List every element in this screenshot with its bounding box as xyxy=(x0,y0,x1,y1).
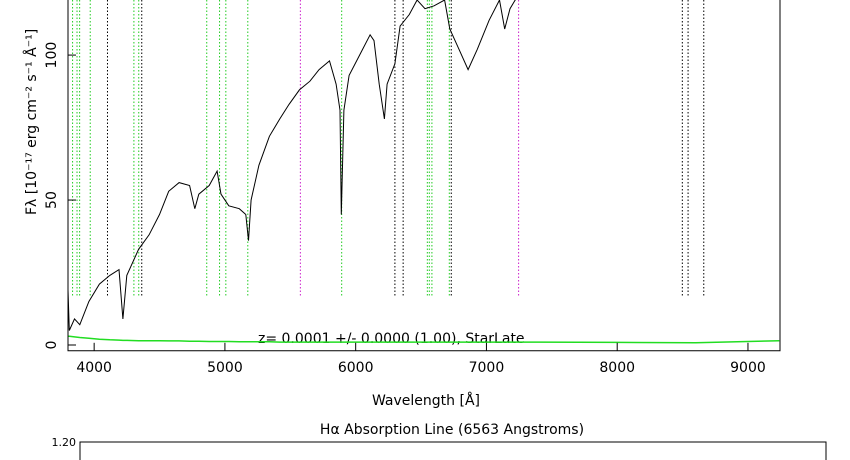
x-tick-label: 9000 xyxy=(730,360,766,376)
y-tick-label: 50 xyxy=(44,191,60,209)
axis-frame xyxy=(79,441,827,460)
series-line xyxy=(68,0,517,331)
y-tick-label: 1.20 xyxy=(52,436,77,449)
y-axis-label: Fλ [10⁻¹⁷ erg cm⁻² s⁻¹ Å⁻¹] xyxy=(23,29,40,215)
x-tick-label: 4000 xyxy=(76,360,112,376)
x-tick-label: 5000 xyxy=(207,360,243,376)
plot-area xyxy=(68,0,780,344)
axis-frame xyxy=(67,0,781,352)
series-line xyxy=(68,335,780,344)
x-tick-label: 8000 xyxy=(599,360,635,376)
x-tick-label: 7000 xyxy=(469,360,505,376)
y-tick-label: 100 xyxy=(44,42,60,69)
x-tick-label: 6000 xyxy=(338,360,374,376)
annotation: z= 0.0001 +/- 0.0000 (1.00), StarLate xyxy=(258,331,525,347)
chart-title: Hα Absorption Line (6563 Angstroms) xyxy=(320,422,584,438)
y-tick-label: 0 xyxy=(44,341,60,350)
x-axis-label: Wavelength [Å] xyxy=(372,392,480,409)
